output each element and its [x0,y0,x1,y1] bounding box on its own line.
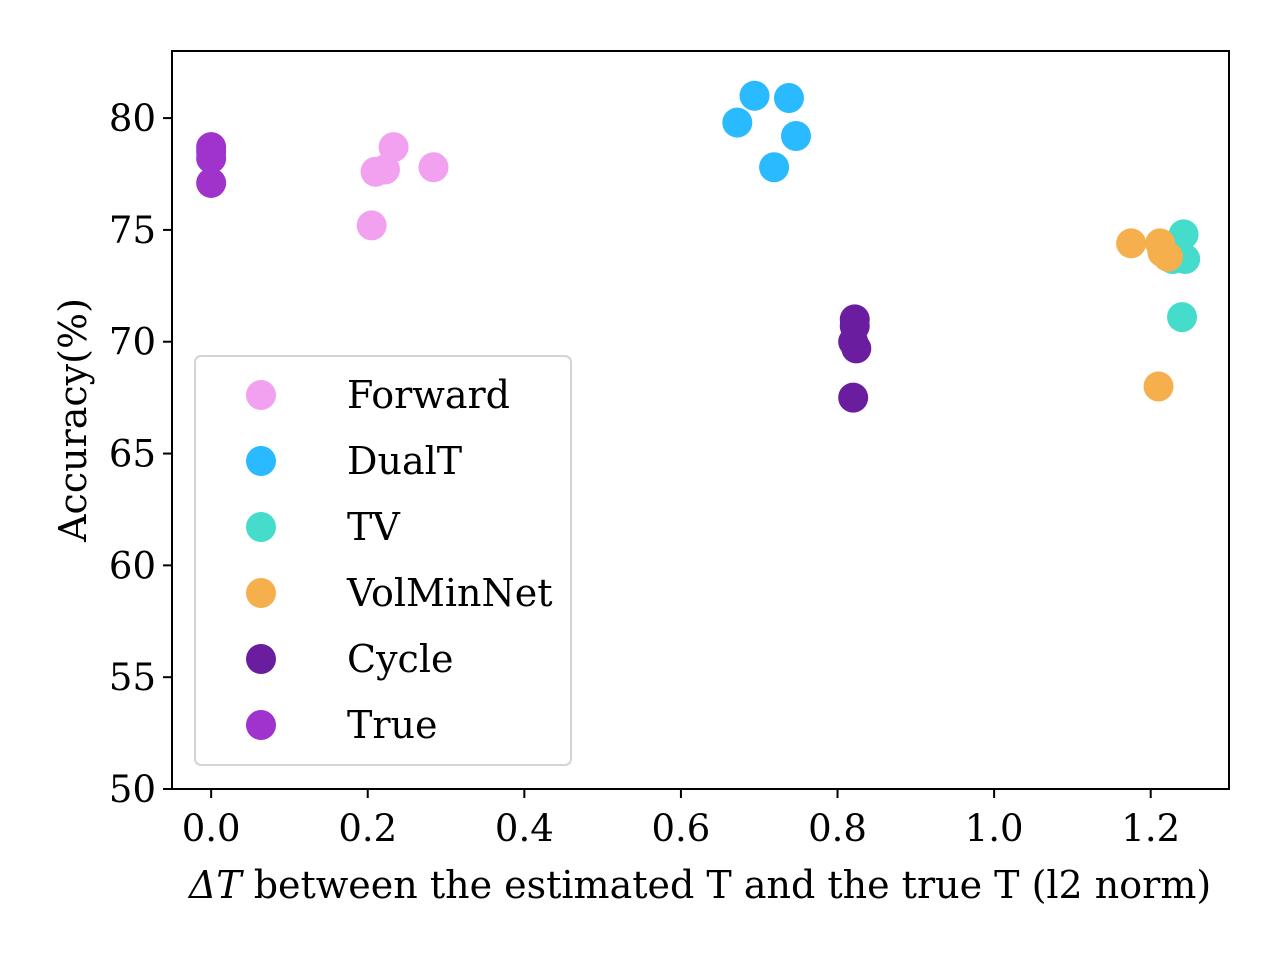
legend-items: Forward DualT TV VolMinNet Cycle True [246,373,553,747]
legend-marker [246,578,276,608]
legend-item-true: True [246,703,437,747]
point-true [196,143,227,174]
y-tick-label: 65 [109,433,156,476]
legend-marker [246,446,276,476]
legend-item-volminnet: VolMinNet [246,571,553,615]
point-volminnet [1116,228,1147,259]
legend-label: VolMinNet [346,571,553,615]
legend-label: TV [347,505,400,549]
series-cycle-points [838,304,872,413]
point-dualt [759,152,790,183]
legend-label: True [347,703,437,747]
x-axis-label: ΔT between the estimated T and the true … [187,863,1211,907]
legend-item-tv: TV [246,505,400,549]
y-tick-label: 80 [109,97,156,140]
legend-item-cycle: Cycle [246,637,453,681]
y-tick-label: 60 [109,544,156,587]
legend-marker [246,380,276,410]
y-tick-label: 70 [109,321,156,364]
point-tv [1168,219,1199,250]
plot-frame [171,50,1230,790]
legend-marker [246,644,276,674]
point-cycle [841,333,872,364]
y-tick-label: 55 [109,656,156,699]
legend: Forward DualT TV VolMinNet Cycle True [194,355,572,766]
x-axis-label-symbol: ΔT [187,863,244,907]
x-axis-label-text: between the estimated T and the true T (… [242,863,1212,907]
x-tick-label: 0.8 [808,807,867,850]
legend-item-forward: Forward [246,373,510,417]
legend-marker [246,710,276,740]
x-tick-label: 1.0 [965,807,1024,850]
legend-box [194,355,572,766]
point-cycle [838,382,869,413]
series-volminnet-points [1116,228,1183,402]
legend-marker [246,512,276,542]
x-tick-label: 0.0 [182,807,241,850]
point-volminnet [1143,371,1174,402]
point-forward [356,210,387,241]
x-tick-label: 1.2 [1121,807,1180,850]
legend-label: DualT [347,439,462,483]
data-points [196,80,1201,413]
series-forward-points [356,132,449,241]
y-tick-label: 50 [109,768,156,811]
y-axis-label: Accuracy(%) [51,298,95,543]
point-dualt [781,120,812,151]
series-dualt-points [722,80,812,183]
x-tick-label: 0.4 [495,807,554,850]
x-axis-ticks: 0.0 0.2 0.4 0.6 0.8 1.0 1.2 [182,789,1180,850]
point-true [196,167,227,198]
point-dualt [773,82,804,113]
point-forward [418,152,449,183]
point-tv [1167,302,1198,333]
point-dualt [722,107,753,138]
y-tick-label: 75 [109,209,156,252]
y-axis-ticks: 50 55 60 65 70 75 80 [109,97,172,811]
point-volminnet [1152,241,1183,272]
point-dualt [739,80,770,111]
legend-label: Cycle [347,637,453,681]
legend-item-dualt: DualT [246,439,462,483]
legend-label: Forward [347,373,510,417]
series-true-points [196,132,227,198]
x-tick-label: 0.2 [338,807,397,850]
point-forward [378,132,409,163]
x-tick-label: 0.6 [652,807,711,850]
